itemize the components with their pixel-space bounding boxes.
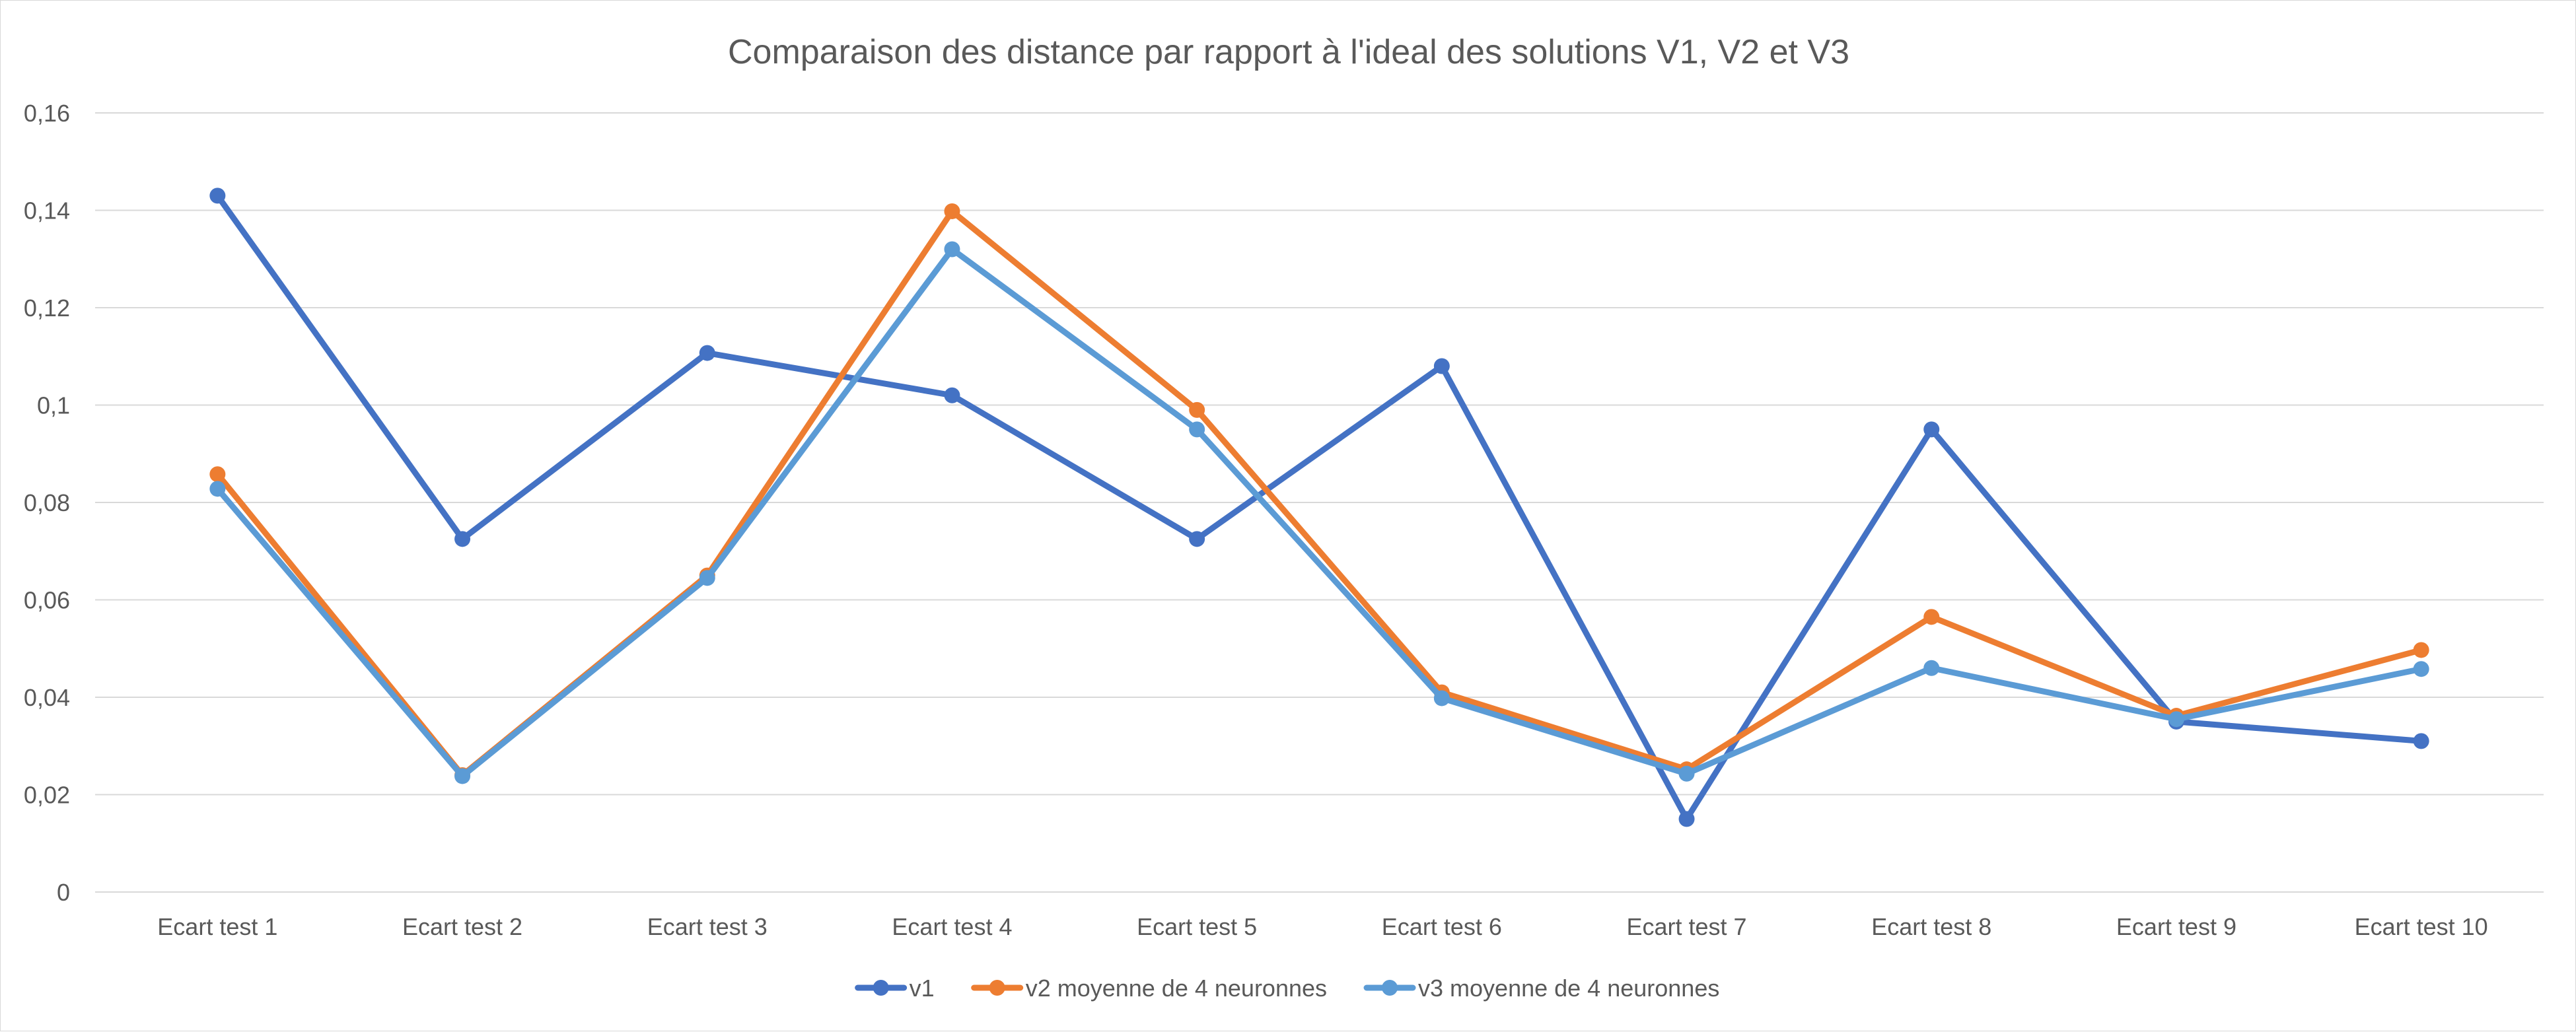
x-tick-label: Ecart test 4	[892, 913, 1012, 940]
data-point	[2413, 642, 2429, 658]
data-point	[1678, 765, 1695, 782]
x-tick-label: Ecart test 8	[1871, 913, 1991, 940]
y-tick-label: 0,04	[24, 684, 70, 711]
x-axis-ticks: Ecart test 1 Ecart test 2 Ecart test 3 Ecar…	[157, 913, 2487, 940]
y-tick-label: 0,02	[24, 782, 70, 809]
series-line	[214, 192, 2425, 822]
data-point	[1923, 421, 1940, 438]
gridlines	[95, 112, 2544, 893]
data-point	[209, 481, 226, 497]
data-point	[1923, 660, 1940, 676]
legend-swatch-marker	[1382, 980, 1398, 996]
y-tick-label: 0,08	[24, 489, 70, 516]
data-point	[209, 466, 226, 483]
legend-label: v3 moyenne de 4 neuronnes	[1418, 975, 1719, 1002]
legend-swatch-marker	[873, 980, 889, 996]
data-point	[1433, 358, 1450, 374]
series-line	[214, 246, 2425, 779]
x-tick-label: Ecart test 3	[647, 913, 768, 940]
x-tick-label: Ecart test 10	[2355, 913, 2488, 940]
data-point	[2413, 661, 2429, 677]
x-tick-label: Ecart test 1	[157, 913, 277, 940]
y-tick-label: 0,06	[24, 587, 70, 614]
data-point	[454, 768, 471, 784]
series-group	[209, 188, 2429, 827]
series-line	[214, 208, 2425, 778]
data-point	[944, 241, 960, 258]
series-3	[209, 241, 2429, 784]
y-tick-label: 0	[57, 879, 70, 906]
data-point	[699, 570, 715, 586]
data-point	[1678, 811, 1695, 827]
data-point	[1923, 609, 1940, 625]
series-2	[209, 203, 2429, 783]
data-point	[2413, 733, 2429, 749]
data-point	[454, 531, 471, 547]
y-tick-label: 0,1	[37, 392, 70, 419]
chart-title: Comparaison des distance par rapport à l…	[728, 33, 1849, 71]
y-tick-label: 0,14	[24, 197, 70, 224]
data-point	[209, 188, 226, 204]
data-point	[944, 387, 960, 403]
legend-label: v2 moyenne de 4 neuronnes	[1026, 975, 1327, 1002]
y-tick-label: 0,12	[24, 294, 70, 322]
legend-label: v1	[910, 975, 935, 1002]
x-tick-label: Ecart test 5	[1137, 913, 1257, 940]
data-point	[2168, 711, 2184, 728]
x-tick-label: Ecart test 6	[1382, 913, 1502, 940]
data-point	[1189, 401, 1205, 418]
legend: v1 v2 moyenne de 4 neuronnes v3 moyenne de…	[855, 975, 1719, 1002]
y-axis-ticks: 0 0,02 0,04 0,06 0,08 0,1 0,12 0,14 0,16	[24, 100, 70, 906]
data-point	[699, 345, 715, 361]
data-point	[944, 203, 960, 219]
data-point	[1189, 421, 1205, 438]
x-tick-label: Ecart test 7	[1627, 913, 1747, 940]
x-tick-label: Ecart test 2	[402, 913, 522, 940]
x-tick-label: Ecart test 9	[2116, 913, 2236, 940]
legend-swatch-marker	[989, 980, 1005, 996]
data-point	[1189, 531, 1205, 547]
series-1	[209, 188, 2429, 827]
data-point	[1433, 690, 1450, 706]
y-tick-label: 0,16	[24, 100, 70, 127]
